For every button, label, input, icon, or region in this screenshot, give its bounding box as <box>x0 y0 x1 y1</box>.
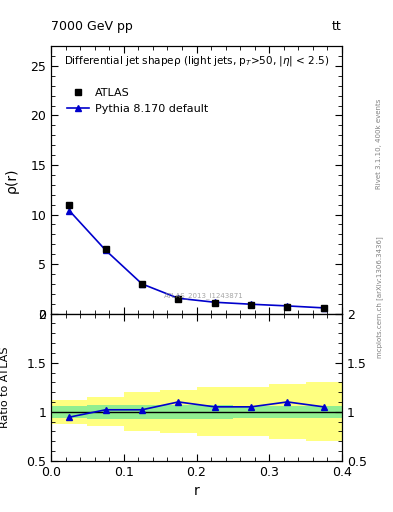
Bar <box>306 406 342 418</box>
ATLAS <box>321 305 326 311</box>
Pythia 8.170 default <box>212 299 217 305</box>
Y-axis label: ρ(r): ρ(r) <box>5 167 19 193</box>
Text: tt: tt <box>332 20 342 33</box>
Bar <box>196 405 233 419</box>
Bar <box>160 405 196 419</box>
Bar <box>51 400 88 423</box>
ATLAS <box>103 246 108 252</box>
ATLAS <box>285 304 290 310</box>
Bar <box>51 406 88 418</box>
Text: Rivet 3.1.10, 400k events: Rivet 3.1.10, 400k events <box>376 98 382 188</box>
Bar <box>196 387 233 436</box>
Pythia 8.170 default <box>285 303 290 309</box>
Bar <box>269 406 306 418</box>
ATLAS <box>212 300 217 306</box>
Y-axis label: Ratio to ATLAS: Ratio to ATLAS <box>0 347 10 428</box>
Pythia 8.170 default <box>103 247 108 253</box>
Bar <box>233 387 269 436</box>
ATLAS <box>140 281 144 287</box>
Bar <box>88 397 124 426</box>
Pythia 8.170 default <box>67 207 72 214</box>
Pythia 8.170 default <box>140 281 144 287</box>
Bar <box>306 382 342 441</box>
Bar <box>160 390 196 433</box>
Pythia 8.170 default <box>249 301 253 307</box>
Text: ATLAS_2013_I1243871: ATLAS_2013_I1243871 <box>164 292 244 299</box>
ATLAS <box>176 296 181 302</box>
Bar <box>88 405 124 419</box>
X-axis label: r: r <box>194 484 199 498</box>
Pythia 8.170 default <box>176 295 181 302</box>
Text: mcplots.cern.ch [arXiv:1306.3436]: mcplots.cern.ch [arXiv:1306.3436] <box>376 236 383 358</box>
Bar <box>233 406 269 418</box>
Bar <box>269 385 306 439</box>
Bar <box>124 405 160 419</box>
ATLAS <box>67 202 72 208</box>
Line: Pythia 8.170 default: Pythia 8.170 default <box>66 207 327 311</box>
Bar <box>124 392 160 432</box>
ATLAS <box>249 302 253 308</box>
Legend: ATLAS, Pythia 8.170 default: ATLAS, Pythia 8.170 default <box>62 84 212 118</box>
Text: Differential jet shapeρ (light jets, p$_T$>50, |$\eta$| < 2.5): Differential jet shapeρ (light jets, p$_… <box>64 54 329 68</box>
Pythia 8.170 default <box>321 305 326 311</box>
Text: 7000 GeV pp: 7000 GeV pp <box>51 20 133 33</box>
Line: ATLAS: ATLAS <box>66 201 327 312</box>
